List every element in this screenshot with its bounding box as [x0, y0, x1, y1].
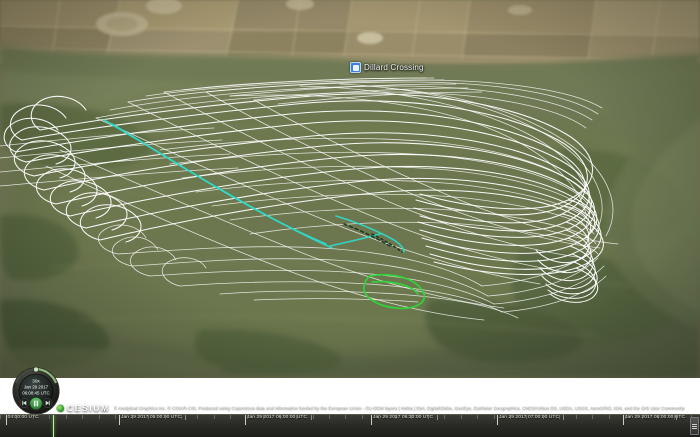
timeline-subtick — [460, 415, 462, 419]
timeline-tick-label: Jan 29 2017 05:00:00 UTC — [121, 415, 182, 420]
timeline-subtick — [361, 415, 363, 419]
timeline-subtick — [131, 415, 133, 419]
timeline-track[interactable]: 04:00:00 UTC Jan 29 2017 05:00:00 UTC Jan … — [0, 415, 700, 437]
timeline-subtick — [575, 415, 577, 419]
timeline-subtick — [49, 415, 51, 419]
timeline-subtick — [279, 415, 281, 419]
reverse-icon — [23, 400, 27, 406]
cesium-logo-text: CESIUM — [67, 403, 110, 413]
timeline-subtick — [608, 415, 610, 419]
animation-clock-widget[interactable]: 30x Jan 29 2017 06:08:45 UTC — [8, 367, 66, 420]
clock-multiplier: 30x — [32, 379, 40, 384]
pause-icon — [33, 400, 36, 407]
timeline-subtick — [16, 415, 18, 419]
timeline-tick — [245, 415, 246, 425]
timeline-subtick — [0, 415, 1, 419]
timeline-widget[interactable]: 04:00:00 UTC Jan 29 2017 05:00:00 UTC Jan … — [0, 414, 700, 437]
playback-controls — [19, 396, 53, 411]
timeline-subtick — [296, 415, 298, 419]
timeline-tick — [497, 415, 498, 425]
timeline-subtick — [180, 415, 182, 419]
timeline-subtick — [509, 415, 511, 419]
timeline-subtick — [378, 415, 380, 419]
timeline-tick — [119, 415, 120, 425]
timeline-subtick — [329, 415, 330, 419]
timeline-subtick — [542, 415, 544, 419]
timeline-subtick — [641, 415, 643, 419]
timeline-tick-label: Jan 29 2017 06:00:00 UTC — [247, 415, 308, 420]
resize-grip-icon[interactable] — [690, 417, 699, 435]
timeline-tick-label: Jan 29 2017 08:00:00 UTC — [625, 415, 686, 420]
timeline-tick — [623, 415, 624, 425]
timeline-tick — [184, 415, 186, 420]
timeline-subtick — [65, 415, 67, 419]
timeline-tick — [562, 415, 564, 420]
timeline-subtick — [444, 415, 446, 419]
timeline-subtick — [230, 415, 232, 419]
timeline-subtick — [98, 415, 100, 419]
timeline-subtick — [394, 415, 396, 419]
timeline-tick-label: Jan 29 2017 07:00:00 UTC — [499, 415, 560, 420]
timeline-subtick — [411, 415, 413, 419]
timeline-subtick — [312, 415, 314, 419]
play-icon — [45, 400, 49, 406]
timeline-subtick — [213, 415, 215, 419]
timeline-subtick — [427, 415, 429, 419]
aerial-imagery-layer — [0, 0, 700, 378]
timeline-subtick — [559, 415, 561, 419]
clock-time: 06:08:45 UTC — [22, 391, 49, 396]
timeline-subtick — [164, 415, 166, 419]
timeline-tick — [371, 415, 372, 425]
timeline-tick — [310, 415, 312, 420]
pause-button[interactable] — [29, 396, 43, 411]
timeline-subtick — [148, 415, 150, 419]
timeline-subtick — [115, 415, 117, 419]
globe-scene-canvas[interactable]: .t { fill:none; stroke:#ffffff; stroke-w… — [0, 0, 700, 378]
timeline-tick — [5, 415, 7, 425]
timeline-subtick — [197, 415, 199, 419]
clock-date: Jan 29 2017 — [24, 385, 49, 390]
timeline-subtick — [526, 415, 528, 419]
timeline-subtick — [625, 415, 627, 419]
timeline-needle[interactable] — [53, 415, 55, 437]
timeline-tick — [675, 415, 677, 420]
timeline-subtick — [592, 415, 594, 419]
timeline-tick-label: Jan 29 2017 06:30:00 UTC — [373, 415, 434, 420]
timeline-subtick — [674, 415, 676, 419]
timeline-subtick — [345, 415, 347, 419]
timeline-subtick — [493, 415, 495, 419]
timeline-subtick — [32, 415, 34, 419]
timeline-subtick — [477, 415, 479, 419]
timeline-tick — [436, 415, 438, 420]
timeline-subtick — [246, 415, 248, 419]
timeline-subtick — [263, 415, 265, 419]
timeline-subtick — [658, 415, 659, 419]
timeline-tick-label: 04:00:00 UTC — [7, 415, 39, 420]
credits-bar: CESIUM © Analytical Graphics Inc. © CGIA… — [0, 402, 700, 414]
attribution-text: © Analytical Graphics Inc. © CGIAR-CSI, … — [113, 405, 685, 411]
timeline-subtick — [82, 415, 84, 419]
